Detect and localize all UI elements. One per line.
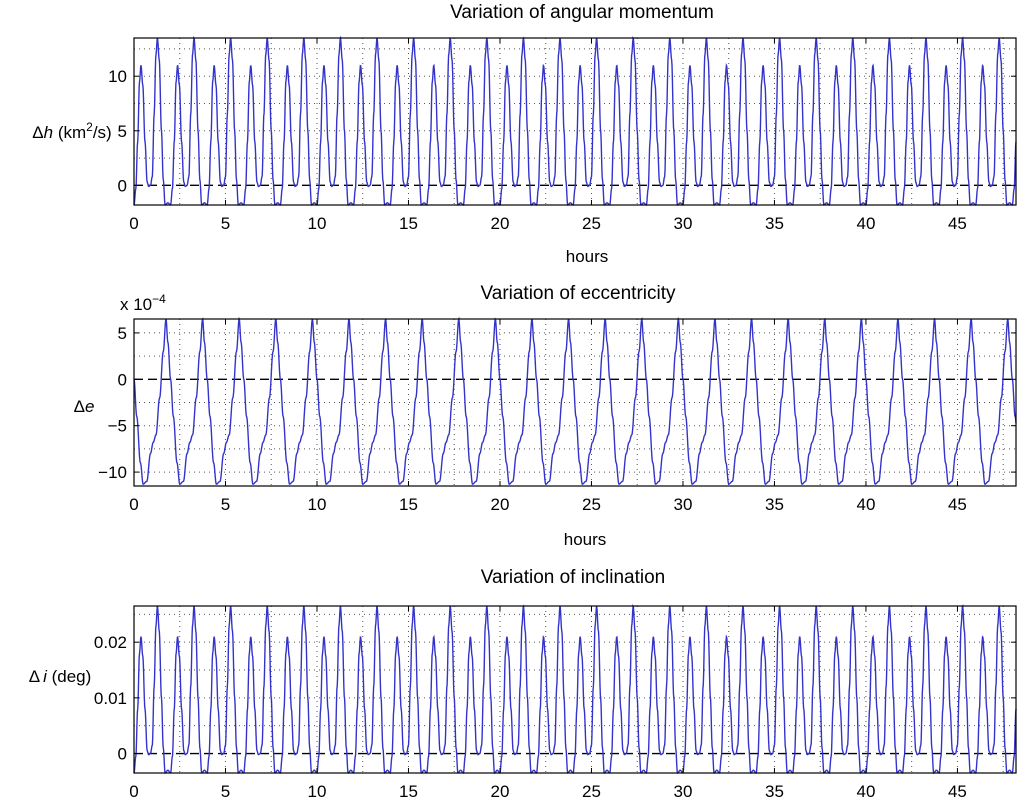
x-tick-label: 30 — [674, 214, 693, 233]
panel-eccentricity: Variation of eccentricity x 10−4 0 5 10 15 2… — [74, 283, 1017, 549]
panel-title: Variation of inclination — [481, 567, 665, 588]
x-tick-label: 25 — [582, 214, 601, 233]
ylabel-var: e — [85, 397, 94, 416]
y-tick-label: 0 — [118, 370, 127, 389]
y-tick-label: −10 — [98, 463, 127, 482]
x-tick-label: 0 — [129, 495, 138, 514]
x-tick-label: 45 — [948, 782, 967, 801]
exponent-power: −4 — [152, 292, 166, 306]
x-tick-label: 0 — [129, 782, 138, 801]
x-tick-label: 20 — [491, 495, 510, 514]
ylabel-post: /s) — [93, 123, 112, 142]
x-tick-label: 45 — [948, 495, 967, 514]
ylabel-delta: Δ — [74, 397, 85, 416]
y-exponent-label: x 10−4 — [120, 292, 166, 314]
x-tick-label: 5 — [221, 495, 230, 514]
y-tick-label: 0 — [118, 176, 127, 195]
plot-frame — [133, 605, 1017, 774]
x-tick-label: 40 — [856, 782, 875, 801]
x-axis-label: hours — [566, 247, 609, 266]
x-tick-label: 35 — [765, 782, 784, 801]
plot-frame — [133, 37, 1017, 206]
y-tick-label: 0.01 — [94, 689, 127, 708]
x-tick-label: 10 — [308, 782, 327, 801]
x-tick-label: 40 — [856, 495, 875, 514]
y-tick-label: 5 — [118, 122, 127, 141]
y-tick-label: −5 — [108, 417, 127, 436]
ylabel-unit: (deg) — [47, 667, 91, 686]
ylabel-delta: Δ — [29, 667, 40, 686]
panel-angular-momentum: Variation of angular momentum 0 5 10 15 20 25… — [32, 2, 1017, 266]
panel-inclination: Variation of inclination 0 5 10 15 20 25 30 35 4… — [29, 567, 1017, 801]
x-tick-label: 40 — [856, 214, 875, 233]
x-axis-ticks: 0 5 10 15 20 25 30 35 40 45 — [129, 319, 967, 514]
y-axis-label: Δe — [74, 397, 95, 416]
y-axis-ticks: 0 5 10 — [108, 67, 1016, 195]
series-line — [133, 316, 1017, 485]
x-axis-ticks: 0 5 10 15 20 25 30 35 40 45 — [129, 38, 967, 233]
y-tick-label: 10 — [108, 67, 127, 86]
x-tick-label: 20 — [491, 214, 510, 233]
x-axis-ticks: 0 5 10 15 20 25 30 35 40 45 — [129, 606, 967, 801]
x-tick-label: 10 — [308, 214, 327, 233]
x-tick-label: 20 — [491, 782, 510, 801]
x-tick-label: 5 — [221, 782, 230, 801]
ylabel-unit: (km — [53, 123, 86, 142]
x-tick-label: 15 — [399, 782, 418, 801]
ylabel-var: h — [44, 123, 53, 142]
x-tick-label: 5 — [221, 214, 230, 233]
y-axis-ticks: 0 0.01 0.02 — [94, 633, 1016, 764]
ylabel-delta: Δ — [32, 123, 43, 142]
exponent-base: x 10 — [120, 295, 152, 314]
y-tick-label: 0.02 — [94, 633, 127, 652]
x-tick-label: 25 — [582, 495, 601, 514]
x-tick-label: 25 — [582, 782, 601, 801]
panel-title: Variation of eccentricity — [480, 283, 676, 304]
y-tick-label: 5 — [118, 324, 127, 343]
x-tick-label: 35 — [765, 495, 784, 514]
x-tick-label: 30 — [674, 782, 693, 801]
x-tick-label: 45 — [948, 214, 967, 233]
plot-frame — [133, 318, 1017, 487]
x-tick-label: 15 — [399, 214, 418, 233]
y-tick-label: 0 — [118, 745, 127, 764]
x-tick-label: 0 — [129, 214, 138, 233]
x-tick-label: 30 — [674, 495, 693, 514]
series-line — [133, 603, 1017, 774]
ylabel-sup: 2 — [86, 120, 93, 134]
y-axis-label: Δh (km2/s) — [32, 120, 111, 142]
x-tick-label: 35 — [765, 214, 784, 233]
y-axis-ticks: −10 −5 0 5 — [98, 324, 1016, 482]
x-tick-label: 10 — [308, 495, 327, 514]
series-line — [133, 35, 1017, 206]
ylabel-var: i — [43, 667, 48, 686]
x-axis-label: hours — [564, 530, 607, 549]
panel-title: Variation of angular momentum — [450, 2, 714, 23]
x-tick-label: 15 — [399, 495, 418, 514]
